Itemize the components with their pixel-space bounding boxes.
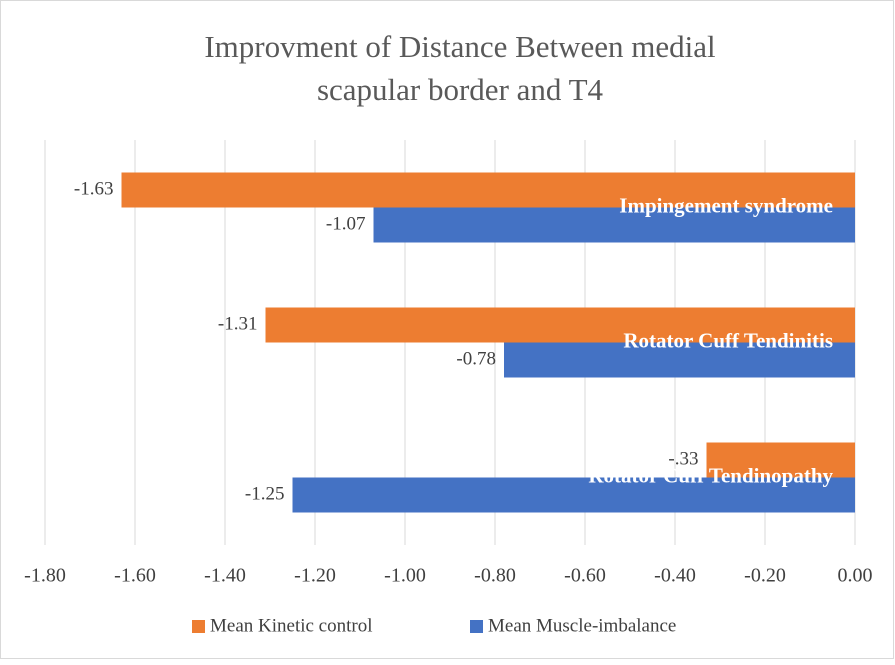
x-tick-label: -1.40 [204,565,246,587]
x-tick-label: -1.80 [24,565,66,587]
legend-swatch [470,620,483,633]
chart-title-line: Improvment of Distance Between medial [204,29,715,64]
data-label: -1.07 [326,213,366,234]
x-tick-label: -0.20 [744,565,786,587]
x-tick-label: 0.00 [838,565,873,587]
bar [265,307,855,343]
data-label: -1.25 [245,483,285,504]
category-label: Impingement syndrome [619,193,833,217]
bar [373,207,855,243]
x-tick-label: -1.60 [114,565,156,587]
chart-title-line: scapular border and T4 [317,72,604,107]
bar [121,172,855,208]
bar [706,442,855,478]
x-tick-label: -0.60 [564,565,606,587]
legend-label: Mean Muscle-imbalance [488,615,676,636]
x-tick-label: -0.80 [474,565,516,587]
x-tick-label: -1.00 [384,565,426,587]
legend-swatch [192,620,205,633]
category-label: Rotator Cuff Tendinitis [623,328,833,352]
category-label: Rotator Cuff Tendinopathy [588,463,833,487]
x-tick-label: -1.20 [294,565,336,587]
bar [504,342,855,378]
x-tick-label: -0.40 [654,565,696,587]
bar [292,477,855,513]
data-label: -1.31 [218,313,258,334]
data-label: -1.63 [74,178,114,199]
data-label: -.33 [668,448,698,469]
data-label: -0.78 [456,348,496,369]
legend-label: Mean Kinetic control [210,615,373,636]
